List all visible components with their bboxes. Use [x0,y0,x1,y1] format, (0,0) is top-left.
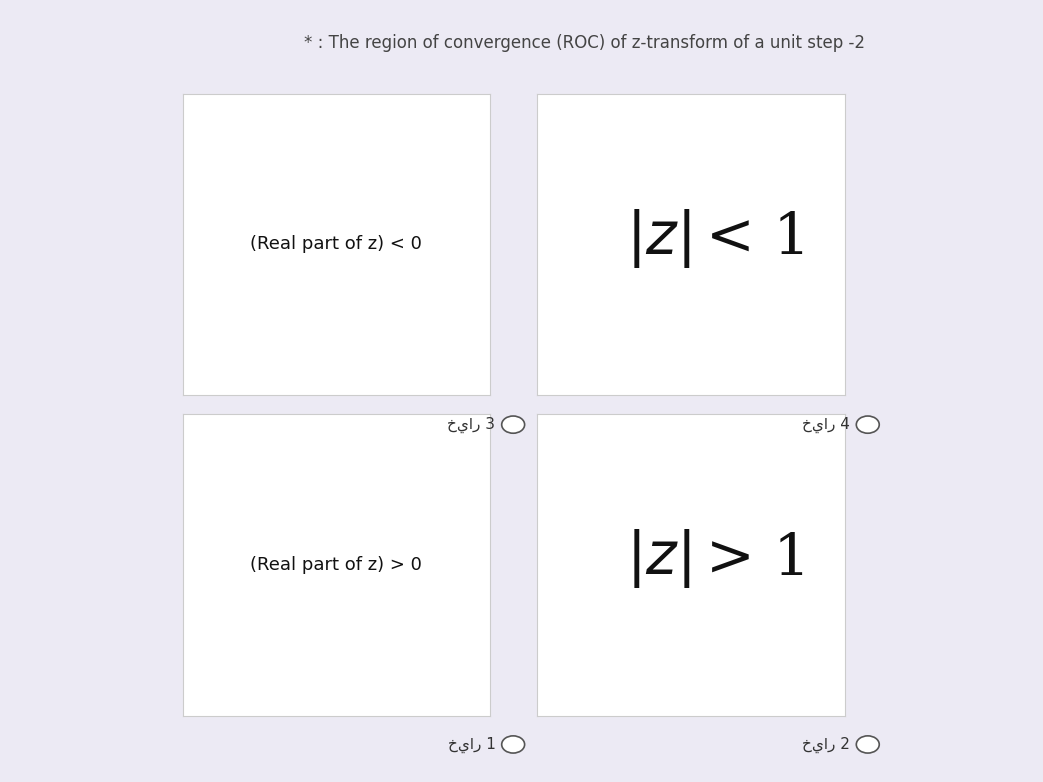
Text: خيار 1: خيار 1 [447,737,495,752]
Text: خيار 3: خيار 3 [447,417,495,432]
Text: خيار 4: خيار 4 [802,417,850,432]
Text: خيار 2: خيار 2 [802,737,850,752]
Text: < 1: < 1 [706,210,810,267]
Text: $|z|$: $|z|$ [627,528,690,590]
Text: * : The region of convergence (ROC) of z-transform of a unit step -2: * : The region of convergence (ROC) of z… [304,34,865,52]
Text: $|z|$: $|z|$ [627,207,690,270]
Text: (Real part of z) < 0: (Real part of z) < 0 [250,235,422,253]
Text: (Real part of z) > 0: (Real part of z) > 0 [250,556,422,574]
Text: > 1: > 1 [706,531,810,587]
